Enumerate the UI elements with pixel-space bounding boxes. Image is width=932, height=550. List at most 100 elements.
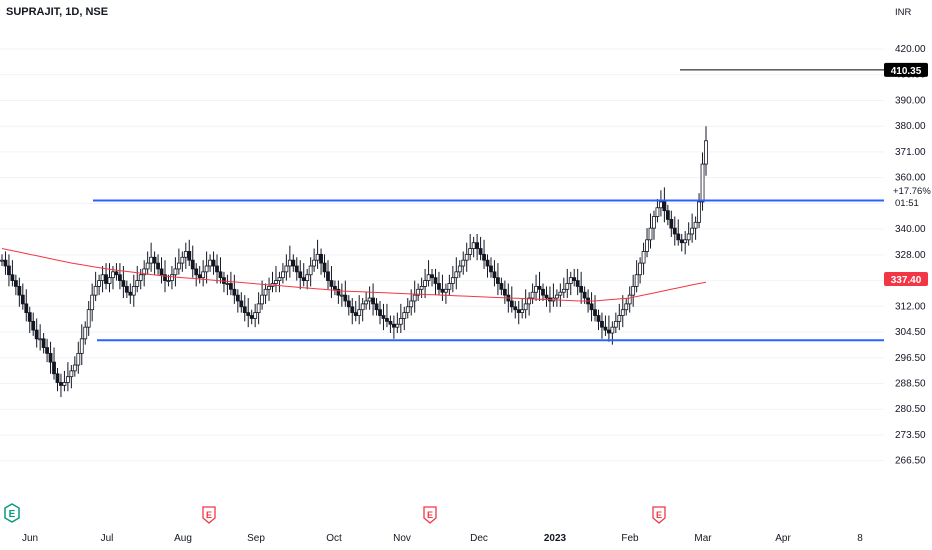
candle-body (534, 285, 538, 293)
candle-body (461, 259, 466, 267)
candle-body (24, 303, 29, 314)
candle-body (367, 297, 372, 302)
candle-body (111, 271, 115, 279)
candle-body (305, 274, 310, 281)
candle-body (152, 256, 157, 264)
candle-body (669, 219, 674, 229)
grid (0, 48, 884, 462)
candle-body (201, 271, 206, 279)
candle-body (187, 251, 192, 261)
earnings-marker-badge[interactable] (652, 506, 666, 524)
candle-body (13, 280, 18, 287)
price-axis[interactable]: 420.00400.00390.00380.00371.00360.00350.… (895, 44, 926, 467)
candle-body (627, 294, 632, 305)
candle-body (596, 315, 601, 322)
candle-body (176, 262, 181, 270)
candle-body (59, 382, 63, 386)
candle-body (163, 274, 167, 281)
candle-body (353, 312, 358, 316)
candle-body (100, 274, 105, 281)
candle-body (34, 329, 39, 340)
candle-body (291, 259, 296, 267)
candle-body (308, 265, 313, 276)
candle-body (690, 227, 695, 235)
candle-body (665, 210, 670, 220)
candle-body (679, 239, 684, 244)
candle-body (426, 274, 431, 281)
earnings-marker-badge[interactable] (423, 506, 437, 524)
candle-body (686, 233, 691, 241)
candle-body (197, 274, 202, 279)
candle-body (211, 259, 216, 267)
candle-body (0, 259, 4, 262)
logo[interactable]: E (4, 503, 20, 523)
candle-body (676, 233, 681, 241)
candle-body (391, 323, 396, 328)
candle-body (606, 329, 611, 334)
candle-body (499, 283, 504, 290)
horizontal-levels[interactable] (93, 199, 884, 342)
earnings-marker[interactable]: E (423, 506, 437, 524)
candle-body (527, 297, 532, 305)
candle-body (194, 268, 199, 276)
price-tick-label: 312.00 (895, 301, 926, 312)
candle-body (672, 227, 677, 235)
candle-body (561, 288, 566, 293)
ma-value-tag: 337.40 (884, 272, 928, 286)
candle-body (364, 300, 369, 305)
candle-body (135, 280, 140, 287)
earnings-marker[interactable]: E (652, 506, 666, 524)
candle-body (235, 294, 240, 302)
candle-body (412, 294, 417, 302)
candle-body (232, 288, 237, 296)
candle-body (509, 300, 514, 308)
candle-body (700, 163, 705, 203)
candle-body (565, 283, 570, 290)
candle-body (496, 277, 500, 284)
candle-body (489, 265, 493, 273)
candle-body (253, 312, 258, 319)
earnings-marker[interactable]: E (202, 506, 216, 524)
candle-body (450, 277, 455, 284)
candles (0, 126, 708, 398)
candle-body (263, 288, 268, 296)
candle-body (485, 259, 490, 267)
candle-body (478, 248, 483, 255)
candle-body (457, 265, 462, 273)
candle-body (617, 315, 622, 322)
candle-body (416, 288, 421, 296)
candle-body (385, 318, 389, 322)
candle-body (693, 221, 698, 229)
candle-body (149, 256, 154, 264)
candle-body (218, 271, 223, 279)
candle-body (600, 320, 604, 328)
candle-body (267, 285, 271, 290)
time-axis[interactable]: Jun Jul Aug Sep Oct Nov Dec 2023 Feb Mar Apr 8 (22, 533, 863, 544)
candle-body (558, 291, 563, 296)
candle-body (7, 265, 11, 276)
candle-body (118, 274, 122, 281)
candle-body (544, 294, 549, 299)
earnings-marker-badge[interactable] (202, 506, 216, 524)
candle-body (444, 288, 448, 293)
candle-body (343, 294, 348, 302)
candle-body (645, 239, 649, 252)
candle-body (513, 306, 518, 311)
candle-body (634, 274, 639, 287)
candle-body (86, 309, 91, 328)
price-tick-label: 360.00 (895, 173, 926, 184)
candle-body (104, 274, 108, 284)
candle-body (329, 280, 334, 287)
candle-body (652, 216, 656, 229)
candle-body (610, 326, 615, 334)
candle-body (541, 288, 545, 296)
candle-body (568, 277, 573, 284)
candle-body (423, 280, 427, 287)
candle-body (523, 303, 528, 311)
time-tick-label: Feb (621, 533, 639, 544)
time-tick-label: Jun (22, 533, 38, 544)
candle-body (430, 274, 434, 279)
candle-body (655, 207, 660, 217)
